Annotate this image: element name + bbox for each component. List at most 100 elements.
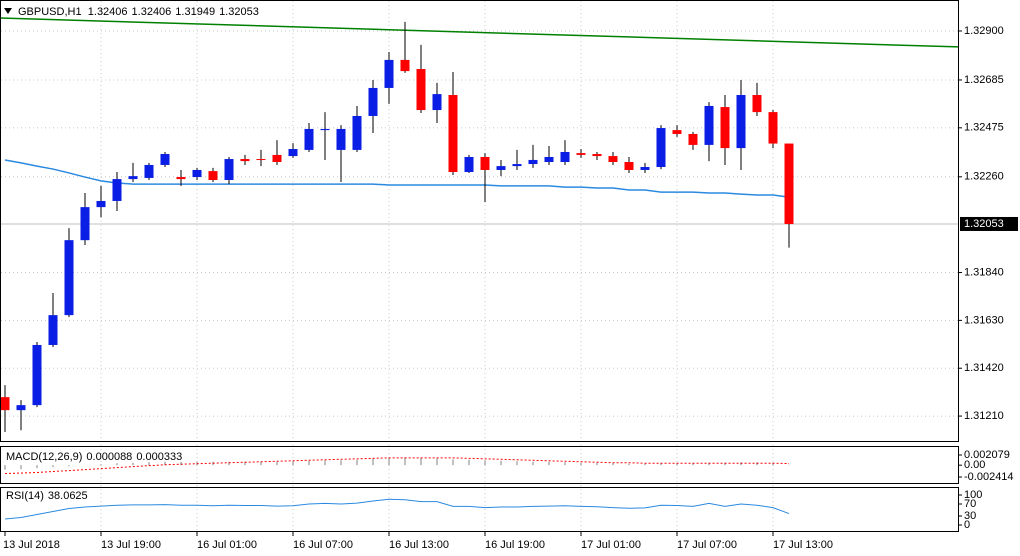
candle-body <box>480 156 490 170</box>
x-tick-label: 13 Jul 2018 <box>3 539 60 551</box>
candle-body <box>208 171 218 181</box>
candle-body <box>304 128 314 150</box>
open-value: 1.32406 <box>88 6 128 18</box>
y-tick-label: 100 <box>964 489 982 501</box>
rsi-header: RSI(14) 38.0625 <box>6 490 88 502</box>
mark-layer <box>0 17 959 520</box>
y-tick-label: 1.31210 <box>964 410 1004 422</box>
candle-body <box>320 128 330 131</box>
macd-main-value: 0.000088 <box>86 451 132 463</box>
y-tick-label: 1.32685 <box>964 74 1004 86</box>
candle-body <box>192 169 202 178</box>
candle-body <box>640 167 650 170</box>
high-value: 1.32406 <box>132 6 172 18</box>
main-pane-frame <box>0 0 959 442</box>
moving-line <box>4 159 790 198</box>
candle-body <box>704 105 714 145</box>
y-tick-label: 1.32260 <box>964 171 1004 183</box>
rsi-value: 38.0625 <box>48 490 88 502</box>
candle-body <box>752 95 762 113</box>
y-tick-label: 30 <box>964 510 976 522</box>
candle-body <box>16 405 26 411</box>
candle-body <box>512 164 522 167</box>
candle-body <box>736 95 746 149</box>
candle-body <box>80 207 90 241</box>
x-tick-label: 16 Jul 01:00 <box>197 539 257 551</box>
close-value: 1.32053 <box>219 6 259 18</box>
rsi-title: RSI(14) <box>6 490 44 502</box>
y-tick-label: 0 <box>964 519 970 531</box>
x-tick-label: 17 Jul 01:00 <box>581 539 641 551</box>
candle-body <box>368 87 378 116</box>
candle-body <box>624 162 634 170</box>
rsi-line <box>4 498 790 520</box>
candle-body <box>496 166 506 170</box>
candle-body <box>432 94 442 111</box>
candle-body <box>544 156 554 163</box>
y-tick-label: 1.32475 <box>964 122 1004 134</box>
current-price-box <box>960 216 1018 231</box>
candle-body <box>560 151 570 163</box>
candle-body <box>528 159 538 165</box>
x-tick-label: 16 Jul 07:00 <box>293 539 353 551</box>
x-tick-label: 17 Jul 13:00 <box>773 539 833 551</box>
y-tick-label: 0.00 <box>964 459 985 471</box>
y-tick-label: 1.32900 <box>964 25 1004 37</box>
menu-triangle[interactable] <box>4 8 12 14</box>
candle-body <box>720 107 730 149</box>
candle-body <box>128 176 138 180</box>
candle-body <box>576 153 586 155</box>
x-tick-label: 16 Jul 13:00 <box>389 539 449 551</box>
candle-body <box>240 159 250 162</box>
candle-body <box>96 200 106 208</box>
candle-body <box>64 240 74 316</box>
candle-body <box>400 59 410 72</box>
candle-body <box>112 179 122 201</box>
candle-body <box>160 154 170 165</box>
symbol: GBPUSD,H1 <box>18 6 81 18</box>
candle-body <box>656 128 666 168</box>
candle-body <box>224 159 234 181</box>
macd-pane-frame <box>0 446 959 484</box>
candle-body <box>48 315 58 345</box>
candle-body <box>784 143 794 224</box>
macd-signal-line <box>4 457 790 475</box>
y-tick-label: 1.31840 <box>964 266 1004 278</box>
x-tick-label: 16 Jul 19:00 <box>485 539 545 551</box>
moving-line <box>0 17 959 48</box>
y-tick-label: 1.31630 <box>964 314 1004 326</box>
candle-body <box>336 128 346 150</box>
candle-body <box>608 156 618 163</box>
candle-body <box>464 156 474 173</box>
candle-body <box>288 149 298 157</box>
candle-body <box>384 59 394 88</box>
macd-signal-value: 0.000333 <box>136 451 182 463</box>
symbol-header: GBPUSD,H1 1.32406 1.32406 1.31949 1.32053 <box>18 6 259 18</box>
y-tick-label: 70 <box>964 498 976 510</box>
candle-body <box>272 154 282 163</box>
candle-body <box>32 344 42 406</box>
candle-body <box>0 397 10 411</box>
candle-body <box>688 133 698 145</box>
frames <box>0 0 959 532</box>
candle-body <box>448 95 458 173</box>
candle-body <box>592 154 602 157</box>
candle-body <box>256 159 266 161</box>
macd-title: MACD(12,26,9) <box>6 451 82 463</box>
x-tick-label: 13 Jul 19:00 <box>101 539 161 551</box>
candle-body <box>416 69 426 111</box>
candle-body <box>768 112 778 144</box>
rsi-pane-frame <box>0 487 959 532</box>
y-tick-label: 1.31420 <box>964 362 1004 374</box>
current-price-label: 1.32053 <box>964 218 1004 230</box>
macd-header: MACD(12,26,9) 0.000088 0.000333 <box>6 451 182 463</box>
y-tick-label: 0.002079 <box>964 449 1010 461</box>
candle-body <box>352 115 362 150</box>
candle-body <box>176 177 186 180</box>
candle-body <box>672 130 682 134</box>
x-tick-label: 17 Jul 07:00 <box>677 539 737 551</box>
low-value: 1.31949 <box>175 6 215 18</box>
